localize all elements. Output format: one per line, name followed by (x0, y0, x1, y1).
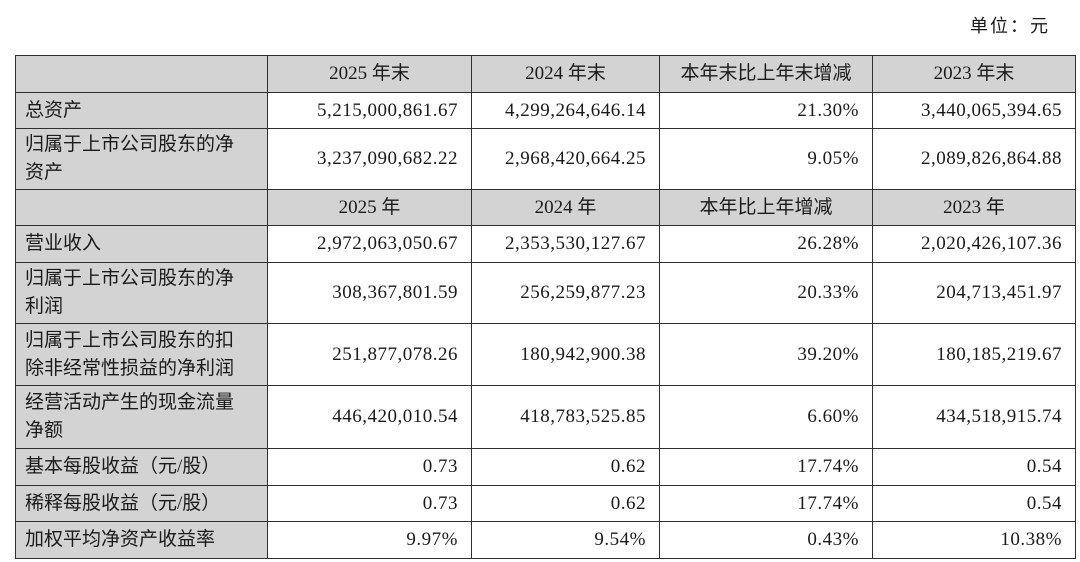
value-cell: 204,713,451.97 (872, 262, 1076, 324)
header-row-year-end: 2025 年末 2024 年末 本年末比上年末增减 2023 年末 (15, 55, 1076, 93)
value-cell: 4,299,264,646.14 (471, 92, 660, 129)
header-cell-2023-year-end: 2023 年末 (872, 55, 1076, 93)
header-cell-empty (15, 189, 268, 226)
value-cell: 0.62 (471, 448, 660, 486)
value-cell: 180,185,219.67 (872, 323, 1076, 386)
header-cell-2025-year-end: 2025 年末 (267, 55, 472, 93)
value-cell: 10.38% (872, 521, 1076, 559)
value-cell: 2,972,063,050.67 (267, 225, 472, 263)
row-basic-eps: 基本每股收益（元/股） 0.73 0.62 17.74% 0.54 (15, 448, 1076, 486)
value-cell: 251,877,078.26 (267, 323, 472, 386)
value-cell: 0.54 (872, 448, 1076, 486)
value-cell: 2,020,426,107.36 (872, 225, 1076, 263)
row-net-profit-attributable: 归属于上市公司股东的净利润 308,367,801.59 256,259,877… (15, 262, 1076, 324)
value-cell: 0.43% (659, 521, 873, 559)
value-cell: 3,237,090,682.22 (267, 128, 472, 190)
value-cell: 0.73 (267, 485, 472, 522)
value-cell: 9.05% (659, 128, 873, 190)
value-cell: 2,968,420,664.25 (471, 128, 660, 190)
unit-label: 单位：元 (970, 16, 1050, 36)
row-operating-cash-flow: 经营活动产生的现金流量净额 446,420,010.54 418,783,525… (15, 385, 1076, 449)
row-label-cell: 归属于上市公司股东的净利润 (15, 262, 268, 324)
value-cell: 0.62 (471, 485, 660, 522)
row-label-cell: 经营活动产生的现金流量净额 (15, 385, 268, 449)
header-cell-2024-year: 2024 年 (471, 189, 660, 226)
value-cell: 6.60% (659, 385, 873, 449)
row-label-cell: 总资产 (15, 92, 268, 129)
header-cell-2024-year-end: 2024 年末 (471, 55, 660, 93)
value-cell: 446,420,010.54 (267, 385, 472, 449)
value-cell: 9.54% (471, 521, 660, 559)
row-total-assets: 总资产 5,215,000,861.67 4,299,264,646.14 21… (15, 92, 1076, 129)
value-cell: 0.54 (872, 485, 1076, 522)
value-cell: 26.28% (659, 225, 873, 263)
value-cell: 9.97% (267, 521, 472, 559)
row-label-cell: 归属于上市公司股东的扣除非经常性损益的净利润 (15, 323, 268, 386)
value-cell: 2,089,826,864.88 (872, 128, 1076, 190)
financial-summary-table: 2025 年末 2024 年末 本年末比上年末增减 2023 年末 总资产 5,… (15, 55, 1076, 559)
value-cell: 2,353,530,127.67 (471, 225, 660, 263)
value-cell: 17.74% (659, 485, 873, 522)
row-label-cell: 加权平均净资产收益率 (15, 521, 268, 559)
header-cell-empty (15, 55, 268, 93)
value-cell: 39.20% (659, 323, 873, 386)
row-operating-revenue: 营业收入 2,972,063,050.67 2,353,530,127.67 2… (15, 225, 1076, 263)
row-label-cell: 归属于上市公司股东的净资产 (15, 128, 268, 190)
header-cell-yoy-change-year: 本年比上年增减 (659, 189, 873, 226)
value-cell: 21.30% (659, 92, 873, 129)
header-cell-yoy-change-year-end: 本年末比上年末增减 (659, 55, 873, 93)
row-weighted-avg-roe: 加权平均净资产收益率 9.97% 9.54% 0.43% 10.38% (15, 521, 1076, 559)
header-row-year: 2025 年 2024 年 本年比上年增减 2023 年 (15, 189, 1076, 226)
value-cell: 418,783,525.85 (471, 385, 660, 449)
value-cell: 3,440,065,394.65 (872, 92, 1076, 129)
value-cell: 434,518,915.74 (872, 385, 1076, 449)
row-label-cell: 营业收入 (15, 225, 268, 263)
value-cell: 20.33% (659, 262, 873, 324)
header-cell-2025-year: 2025 年 (267, 189, 472, 226)
row-label-cell: 稀释每股收益（元/股） (15, 485, 268, 522)
value-cell: 180,942,900.38 (471, 323, 660, 386)
value-cell: 256,259,877.23 (471, 262, 660, 324)
value-cell: 0.73 (267, 448, 472, 486)
row-diluted-eps: 稀释每股收益（元/股） 0.73 0.62 17.74% 0.54 (15, 485, 1076, 522)
row-net-assets-attributable: 归属于上市公司股东的净资产 3,237,090,682.22 2,968,420… (15, 128, 1076, 190)
value-cell: 17.74% (659, 448, 873, 486)
row-label-cell: 基本每股收益（元/股） (15, 448, 268, 486)
header-cell-2023-year: 2023 年 (872, 189, 1076, 226)
value-cell: 308,367,801.59 (267, 262, 472, 324)
value-cell: 5,215,000,861.67 (267, 92, 472, 129)
row-net-profit-excl-nonrecurring: 归属于上市公司股东的扣除非经常性损益的净利润 251,877,078.26 18… (15, 323, 1076, 386)
